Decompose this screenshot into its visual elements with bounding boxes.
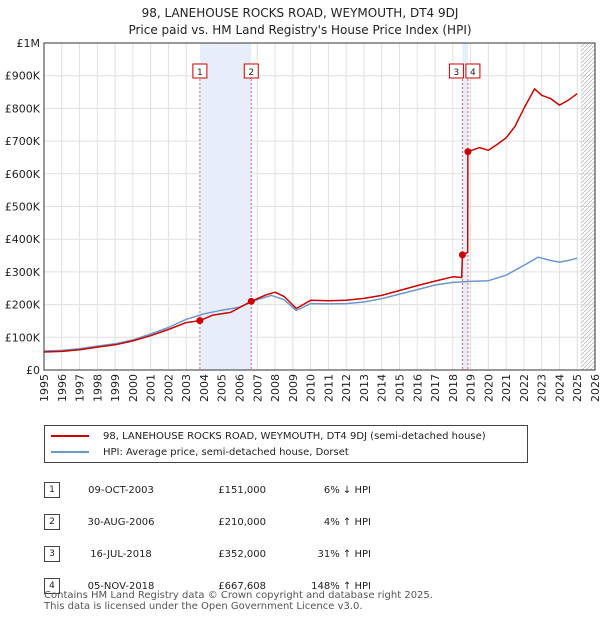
x-tick-label: 2008 [269, 374, 282, 402]
sale-point [247, 297, 255, 305]
forecast-hatch [580, 43, 595, 370]
x-tick-label: 2004 [198, 374, 211, 402]
x-tick-label: 1996 [56, 374, 69, 402]
sale-hpi-diff: 148% ↑ HPI [311, 580, 371, 592]
table-row: 4 05-NOV-2018 £667,608 148% ↑ HPI [44, 570, 371, 602]
y-tick-label: £500K [5, 201, 41, 214]
sale-hpi-diff: 4% ↑ HPI [323, 516, 371, 528]
y-tick-label: £200K [5, 299, 41, 312]
y-tick-label: £700K [5, 135, 41, 148]
legend: 98, LANEHOUSE ROCKS ROAD, WEYMOUTH, DT4 … [44, 425, 528, 463]
x-tick-label: 2018 [447, 374, 460, 402]
x-tick-label: 2001 [145, 374, 158, 402]
series-line-hpi [43, 256, 578, 352]
x-tick-label: 2019 [465, 374, 478, 402]
x-tick-label: 2017 [429, 374, 442, 402]
x-tick-label: 2020 [482, 374, 495, 402]
sale-price: £151,000 [218, 484, 266, 496]
sale-hpi-diff: 6% ↓ HPI [323, 484, 371, 496]
sale-point [458, 251, 466, 259]
x-tick-label: 2011 [322, 374, 335, 402]
legend-item-hpi: HPI: Average price, semi-detached house,… [51, 444, 349, 460]
x-tick-label: 2026 [589, 374, 600, 402]
y-tick-label: £1M [17, 37, 41, 50]
sale-point [196, 317, 204, 325]
x-tick-label: 2013 [358, 374, 371, 402]
title-line-1: 98, LANEHOUSE ROCKS ROAD, WEYMOUTH, DT4 … [141, 6, 459, 20]
sale-price: £352,000 [218, 548, 266, 560]
x-tick-label: 2016 [411, 374, 424, 402]
sale-hpi-diff: 31% ↑ HPI [317, 548, 371, 560]
x-tick-label: 2023 [536, 374, 549, 402]
y-tick-label: £100K [5, 331, 41, 344]
sales-table: 1 09-OCT-2003 £151,000 6% ↓ HPI 2 30-AUG… [44, 474, 371, 602]
sale-number-label: 4 [470, 68, 476, 78]
x-tick-label: 2009 [287, 374, 300, 402]
table-row: 1 09-OCT-2003 £151,000 6% ↓ HPI [44, 474, 371, 506]
sale-number-box [465, 63, 481, 79]
sale-number-box [192, 63, 208, 79]
x-tick-label: 2000 [127, 374, 140, 402]
y-tick-label: £900K [5, 70, 41, 83]
y-tick-label: £800K [5, 102, 41, 115]
legend-label-hpi: HPI: Average price, semi-detached house,… [103, 446, 349, 458]
sale-price: £667,608 [218, 580, 266, 592]
sale-date: 09-OCT-2003 [88, 484, 154, 496]
x-tick-label: 2003 [180, 374, 193, 402]
x-tick-label: 1997 [74, 374, 87, 402]
x-tick-label: 2025 [571, 374, 584, 402]
table-row: 2 30-AUG-2006 £210,000 4% ↑ HPI [44, 506, 371, 538]
footer-copyright: Contains HM Land Registry data © Crown c… [44, 590, 433, 601]
sale-number-label: 2 [248, 68, 254, 78]
sale-price: £210,000 [218, 516, 266, 528]
title-line-2: Price paid vs. HM Land Registry's House … [128, 23, 472, 37]
sale-number-badge: 1 [44, 482, 60, 498]
footer-licence: This data is licensed under the Open Gov… [44, 601, 363, 612]
shaded-period [199, 43, 252, 370]
x-tick-label: 2005 [216, 374, 229, 402]
legend-item-property: 98, LANEHOUSE ROCKS ROAD, WEYMOUTH, DT4 … [51, 428, 486, 444]
x-tick-label: 2024 [553, 374, 566, 402]
x-tick-label: 2014 [376, 374, 389, 402]
x-tick-label: 2010 [305, 374, 318, 402]
sale-date: 30-AUG-2006 [87, 516, 155, 528]
x-tick-label: 1998 [91, 374, 104, 402]
sale-date: 05-NOV-2018 [87, 580, 155, 592]
chart-title: 98, LANEHOUSE ROCKS ROAD, WEYMOUTH, DT4 … [0, 5, 600, 39]
sale-number-box [243, 63, 259, 79]
sale-number-label: 1 [197, 68, 203, 78]
legend-swatch-property [51, 435, 89, 437]
series-line-property [43, 88, 578, 353]
x-tick-label: 1995 [38, 374, 51, 402]
sale-point [464, 148, 472, 156]
y-tick-label: £300K [5, 266, 41, 279]
x-tick-label: 2007 [251, 374, 264, 402]
shaded-period [462, 43, 468, 370]
x-tick-label: 2002 [162, 374, 175, 402]
x-tick-label: 2021 [500, 374, 513, 402]
y-tick-label: £600K [5, 168, 41, 181]
sale-number-label: 3 [454, 68, 460, 78]
y-tick-label: £400K [5, 233, 41, 246]
legend-swatch-hpi [51, 451, 89, 453]
x-tick-label: 2006 [234, 374, 247, 402]
plot-frame [43, 42, 596, 371]
sale-number-box [448, 63, 464, 79]
x-tick-label: 2022 [518, 374, 531, 402]
legend-label-property: 98, LANEHOUSE ROCKS ROAD, WEYMOUTH, DT4 … [103, 430, 486, 442]
sale-number-badge: 2 [44, 514, 60, 530]
y-tick-label: £0 [26, 364, 40, 377]
sale-number-badge: 3 [44, 546, 60, 562]
footer: Contains HM Land Registry data © Crown c… [44, 590, 433, 612]
x-tick-label: 2015 [393, 374, 406, 402]
x-tick-label: 2012 [340, 374, 353, 402]
sale-number-badge: 4 [44, 578, 60, 594]
x-tick-label: 1999 [109, 374, 122, 402]
table-row: 3 16-JUL-2018 £352,000 31% ↑ HPI [44, 538, 371, 570]
sale-date: 16-JUL-2018 [90, 548, 152, 560]
